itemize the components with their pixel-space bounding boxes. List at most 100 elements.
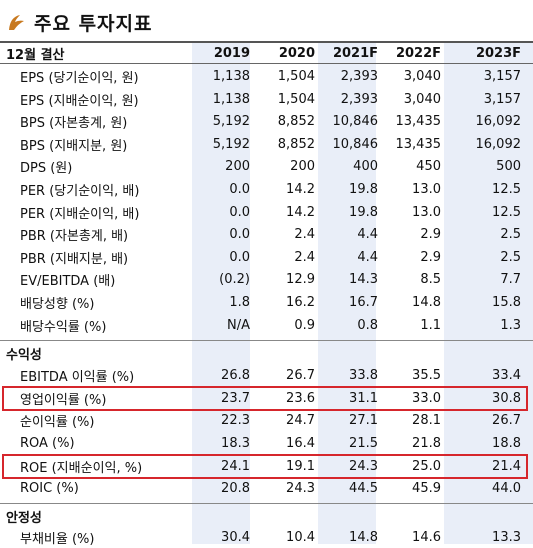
- cell-value: 13.0: [412, 204, 441, 220]
- cell-value: 3,040: [403, 69, 441, 84]
- cell-value: 19.8: [349, 182, 378, 197]
- table-row: EBITDA 이익률 (%) 26.8 26.7 33.8 35.5 33.4: [0, 365, 533, 386]
- cell-value: 24.1: [221, 458, 250, 474]
- header-label: 12월 결산: [6, 47, 65, 63]
- cell-value: 13.3: [492, 529, 521, 545]
- table-row: EPS (당기순이익, 원) 1,138 1,504 2,393 3,040 3,157: [0, 66, 533, 87]
- cell-value: 1,504: [277, 69, 315, 84]
- row-label: 부채비율 (%): [20, 531, 95, 547]
- cell-value: 5,192: [212, 136, 250, 152]
- cell-value: 45.9: [412, 481, 441, 497]
- cell-value: 16.7: [349, 295, 378, 310]
- column-shade-2021f: [318, 43, 376, 544]
- cell-value: 26.8: [221, 368, 250, 384]
- cell-value: 22.3: [221, 413, 250, 429]
- cell-value: 3,040: [403, 91, 441, 107]
- cell-value: 2,393: [340, 91, 378, 107]
- table-row: EPS (지배순이익, 원) 1,138 1,504 2,393 3,040 3,157: [0, 89, 533, 110]
- cell-value: 200: [290, 159, 315, 175]
- row-label: EPS (당기순이익, 원): [20, 71, 139, 86]
- cell-value: 24.7: [286, 413, 315, 429]
- table-row: PER (당기순이익, 배) 0.0 14.2 19.8 13.0 12.5: [0, 179, 533, 200]
- header-year-2022f: 2022F: [395, 45, 441, 61]
- cell-value: 400: [353, 159, 378, 175]
- page-title: 주요 투자지표: [34, 12, 153, 35]
- cell-value: 33.4: [492, 368, 521, 384]
- cell-value: 16.2: [286, 295, 315, 310]
- row-label: EV/EBITDA (배): [20, 274, 116, 290]
- row-label: ROIC (%): [20, 481, 79, 497]
- cell-value: 12.5: [492, 204, 521, 220]
- cell-value: 1.8: [229, 295, 250, 310]
- table-row: ROIC (%) 20.8 24.3 44.5 45.9 44.0: [0, 478, 533, 499]
- brand-mark-icon: [9, 15, 24, 30]
- cell-value: 24.3: [349, 458, 378, 474]
- cell-value: 30.4: [221, 529, 250, 545]
- cell-value: 13,435: [395, 114, 442, 130]
- row-label: PBR (자본총계, 배): [20, 229, 129, 245]
- table-header: 12월 결산 2019 2020 2021F 2022F 2023F: [0, 41, 533, 64]
- table-row: 배당성향 (%) 1.8 16.2 16.7 14.8 15.8: [0, 292, 533, 313]
- cell-value: 450: [416, 159, 441, 175]
- header-year-2023f: 2023F: [475, 45, 521, 61]
- cell-value: 10,846: [332, 136, 379, 152]
- row-label: ROA (%): [20, 436, 75, 451]
- cell-value: 3,157: [483, 91, 521, 107]
- table-row: BPS (지배지분, 원) 5,192 8,852 10,846 13,435 16,09…: [0, 134, 533, 155]
- cell-value: 26.7: [492, 413, 521, 429]
- table-row: PBR (자본총계, 배) 0.0 2.4 4.4 2.9 2.5: [0, 224, 533, 245]
- cell-value: 23.7: [221, 390, 250, 406]
- cell-value: 1,138: [212, 69, 250, 84]
- cell-value: 1,504: [277, 91, 315, 107]
- cell-value: 19.8: [349, 204, 378, 220]
- section-divider-stability: [0, 502, 533, 504]
- cell-value: N/A: [227, 317, 250, 333]
- cell-value: 8,852: [277, 136, 315, 152]
- cell-value: 4.4: [357, 249, 378, 265]
- cell-value: 18.8: [492, 436, 521, 451]
- cell-value: 0.9: [294, 317, 315, 333]
- cell-value: (0.2): [219, 272, 250, 288]
- cell-value: 0.0: [229, 227, 250, 243]
- cell-value: 7.7: [500, 272, 521, 288]
- table-row: EV/EBITDA (배) (0.2) 12.9 14.3 8.5 7.7: [0, 269, 533, 290]
- cell-value: 10.4: [286, 529, 315, 545]
- cell-value: 0.0: [229, 204, 250, 220]
- cell-value: 44.0: [492, 481, 521, 497]
- cell-value: 20.8: [221, 481, 250, 497]
- cell-value: 14.6: [412, 529, 441, 545]
- title-row: 주요 투자지표: [6, 8, 153, 36]
- cell-value: 18.3: [221, 436, 250, 451]
- cell-value: 12.5: [492, 182, 521, 197]
- cell-value: 8,852: [277, 114, 315, 130]
- table-row: ROA (%) 18.3 16.4 21.5 21.8 18.8: [0, 433, 533, 454]
- cell-value: 30.8: [492, 390, 521, 406]
- cell-value: 0.8: [357, 317, 378, 333]
- column-shade-2019: [192, 43, 250, 544]
- cell-value: 14.2: [286, 204, 315, 220]
- row-label: BPS (자본총계, 원): [20, 116, 128, 132]
- cell-value: 2.4: [294, 249, 315, 265]
- cell-value: 15.8: [492, 295, 521, 310]
- table-row: 부채비율 (%) 30.4 10.4 14.8 14.6 13.3: [0, 527, 533, 548]
- section-title-profitability: 수익성: [6, 348, 42, 364]
- cell-value: 19.1: [286, 458, 315, 474]
- cell-value: 12.9: [286, 272, 315, 288]
- section-title-stability: 안정성: [6, 510, 42, 526]
- row-label: PER (지배순이익, 배): [20, 206, 140, 222]
- cell-value: 2,393: [340, 69, 378, 84]
- row-label: PER (당기순이익, 배): [20, 184, 140, 199]
- cell-value: 2.9: [420, 249, 441, 265]
- cell-value: 27.1: [349, 413, 378, 429]
- cell-value: 200: [225, 159, 250, 175]
- cell-value: 25.0: [412, 458, 441, 474]
- section-divider-profitability: [0, 340, 533, 342]
- column-shade-2023f: [444, 43, 533, 544]
- table-row: 배당수익률 (%) N/A 0.9 0.8 1.1 1.3: [0, 315, 533, 336]
- row-label: EPS (지배순이익, 원): [20, 93, 139, 109]
- cell-value: 5,192: [212, 114, 250, 130]
- cell-value: 13,435: [395, 136, 442, 152]
- cell-value: 2.5: [500, 249, 521, 265]
- cell-value: 500: [496, 159, 521, 175]
- cell-value: 1.1: [420, 317, 441, 333]
